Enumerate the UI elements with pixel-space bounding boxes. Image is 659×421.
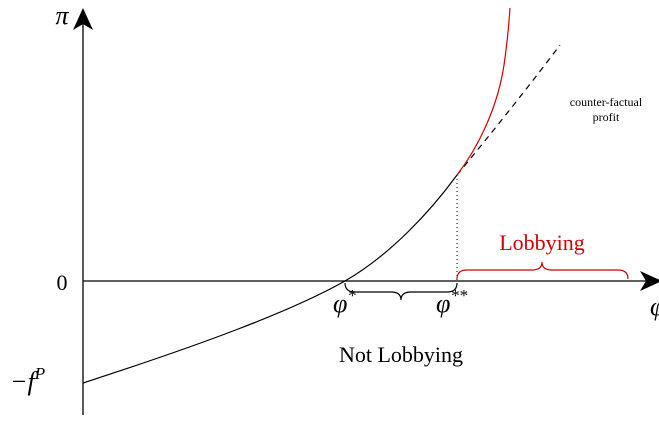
y-arrow (73, 8, 93, 30)
counterfactual-curve (456, 44, 561, 176)
profit-curve (82, 174, 458, 384)
x-label: φ (650, 292, 659, 321)
not-lobbying-brace (344, 282, 458, 301)
zero-label: 0 (57, 270, 68, 295)
annotation-line: profit (593, 110, 620, 124)
phi-star: φ* (333, 286, 356, 318)
x-arrow (640, 271, 659, 291)
y-label: π (55, 1, 69, 30)
lobbying-brace (456, 261, 629, 280)
lobbying-curve (456, 7, 511, 176)
annotation-line: counter-factual (570, 95, 643, 109)
phi-double-star: φ** (436, 286, 468, 318)
not-lobbying-label: Not Lobbying (339, 342, 463, 367)
lobbying-label: Lobbying (499, 230, 585, 255)
intercept-label: −fP (10, 364, 45, 396)
